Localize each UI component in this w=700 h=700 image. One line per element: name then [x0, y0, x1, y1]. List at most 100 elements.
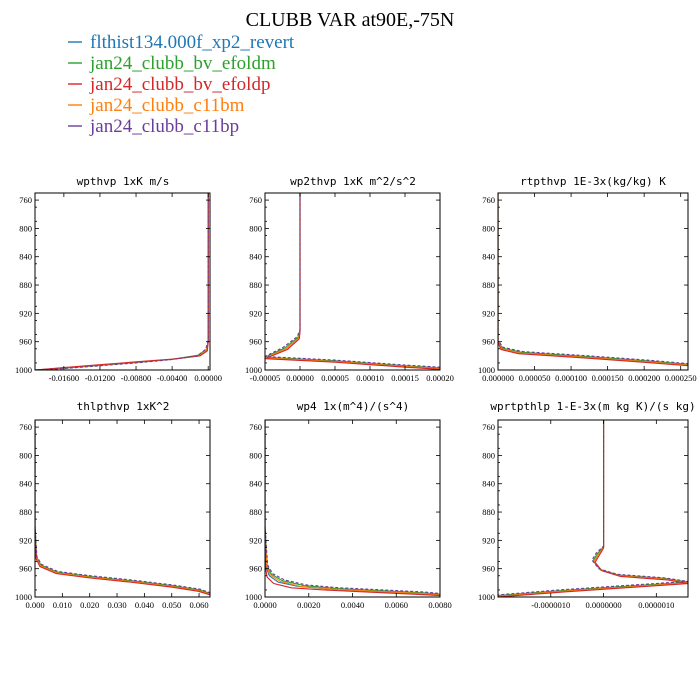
x-tick-label: 0.000050 — [519, 373, 551, 383]
series-line-2 — [265, 420, 440, 595]
x-tick-label: -0.01200 — [85, 373, 115, 383]
x-tick-label: 0.00005 — [321, 373, 349, 383]
plot-frame — [34, 419, 211, 598]
x-tick-label: 0.0060 — [385, 600, 408, 610]
x-tick-label: 0.040 — [135, 600, 154, 610]
series-group — [265, 420, 440, 597]
y-tick-label: 800 — [19, 223, 32, 233]
series-line-5 — [498, 420, 688, 596]
y-tick-label: 1000 — [245, 592, 262, 602]
plot-frame — [497, 419, 689, 598]
legend-entry: jan24_clubb_c11bp — [89, 116, 239, 137]
y-tick-label: 920 — [249, 308, 262, 318]
x-tick-label: 0.000 — [25, 600, 44, 610]
legend-entry: jan24_clubb_c11bm — [89, 95, 245, 116]
y-tick-label: 960 — [249, 337, 262, 347]
panel-6: wprtpthlp 1-E-3x(m kg K)/(s kg) 760 800 840… — [478, 400, 696, 610]
series-line-2 — [498, 193, 688, 365]
y-tick-label: 800 — [19, 450, 32, 460]
panel-title: wpthvp 1xK m/s — [77, 175, 170, 188]
series-line-4 — [498, 420, 688, 597]
x-tick-label: 0.010 — [53, 600, 72, 610]
y-tick-label: 1000 — [478, 592, 495, 602]
plot-frame — [264, 192, 441, 371]
plot-frame — [34, 192, 211, 371]
series-line-5 — [498, 193, 688, 365]
y-tick-label: 760 — [19, 195, 32, 205]
y-tick-label: 840 — [19, 252, 32, 262]
x-tick-label: 0.0000000 — [585, 600, 621, 610]
figure-title: CLUBB VAR at90E,-75N — [246, 9, 455, 31]
y-tick-label: 1000 — [15, 592, 32, 602]
x-tick-label: 0.0000 — [253, 600, 276, 610]
panel-4: thlpthvp 1xK^2 760 800 840 880 920 960 10000.00… — [15, 400, 211, 610]
x-tick-label: 0.000000 — [482, 373, 514, 383]
y-tick-label: 880 — [482, 280, 495, 290]
y-tick-label: 800 — [249, 450, 262, 460]
series-line-2 — [35, 420, 210, 594]
y-tick-label: 760 — [249, 422, 262, 432]
y-tick-label: 760 — [482, 195, 495, 205]
series-line-1 — [498, 193, 688, 366]
x-tick-label: -0.00005 — [250, 373, 280, 383]
series-line-4 — [498, 193, 688, 366]
y-tick-label: 920 — [19, 535, 32, 545]
series-group — [498, 193, 688, 367]
panel-1: wpthvp 1xK m/s 760 800 840 880 920 960 1000 -0.0… — [15, 175, 222, 383]
series-line-5 — [265, 193, 440, 368]
series-line-3 — [35, 193, 209, 370]
legend-entry: jan24_clubb_bv_efoldm — [89, 53, 276, 74]
legend: flthist134.000f_xp2_revertjan24_clubb_bv… — [68, 32, 295, 137]
panel-title: thlpthvp 1xK^2 — [77, 400, 170, 413]
y-tick-label: 840 — [249, 252, 262, 262]
panel-title: rtpthvp 1E-3x(kg/kg) K — [520, 175, 666, 188]
series-line-2 — [35, 193, 209, 370]
series-line-3 — [35, 420, 210, 596]
x-tick-label: 0.00020 — [426, 373, 454, 383]
y-tick-label: 880 — [482, 507, 495, 517]
y-tick-label: 1000 — [478, 365, 495, 375]
y-tick-label: 840 — [482, 252, 495, 262]
series-line-4 — [265, 420, 440, 596]
series-line-5 — [35, 420, 210, 594]
series-line-5 — [265, 420, 440, 595]
series-line-4 — [35, 193, 209, 370]
y-tick-label: 840 — [482, 479, 495, 489]
series-line-1 — [35, 193, 209, 370]
x-tick-label: 0.060 — [190, 600, 209, 610]
series-group — [265, 193, 440, 370]
y-tick-label: 960 — [249, 564, 262, 574]
x-tick-label: 0.000250 — [665, 373, 697, 383]
y-tick-label: 880 — [19, 507, 32, 517]
panel-title: wprtpthlp 1-E-3x(m kg K)/(s kg) — [490, 400, 695, 413]
y-tick-label: 840 — [249, 479, 262, 489]
x-tick-label: -0.0000010 — [531, 600, 570, 610]
x-tick-label: 0.000150 — [592, 373, 624, 383]
x-tick-label: 0.0020 — [297, 600, 320, 610]
x-tick-label: 0.030 — [107, 600, 126, 610]
series-line-1 — [265, 420, 440, 596]
series-line-3 — [265, 420, 440, 597]
panel-2: wp2thvp 1xK m^2/s^2 760 800 840 880 920 960 100… — [245, 175, 454, 383]
x-tick-label: 0.00015 — [391, 373, 419, 383]
plot-frame — [264, 419, 441, 598]
x-tick-label: 0.00000 — [286, 373, 314, 383]
y-tick-label: 880 — [249, 507, 262, 517]
series-line-1 — [35, 420, 210, 595]
y-tick-label: 880 — [19, 280, 32, 290]
plot-frame — [497, 192, 689, 371]
y-tick-label: 920 — [482, 308, 495, 318]
series-line-3 — [498, 193, 688, 367]
legend-entry: flthist134.000f_xp2_revert — [90, 32, 295, 53]
x-tick-label: 0.000100 — [555, 373, 587, 383]
y-tick-label: 960 — [19, 564, 32, 574]
y-tick-label: 800 — [482, 450, 495, 460]
panel-5: wp4 1x(m^4)/(s^4)76080084088092096010000… — [245, 400, 452, 610]
series-line-5 — [35, 193, 209, 370]
y-tick-label: 800 — [482, 223, 495, 233]
y-tick-label: 1000 — [245, 365, 262, 375]
y-tick-label: 920 — [249, 535, 262, 545]
x-tick-label: 0.00010 — [356, 373, 384, 383]
y-tick-label: 760 — [19, 422, 32, 432]
legend-entry: jan24_clubb_bv_efoldp — [89, 74, 270, 95]
